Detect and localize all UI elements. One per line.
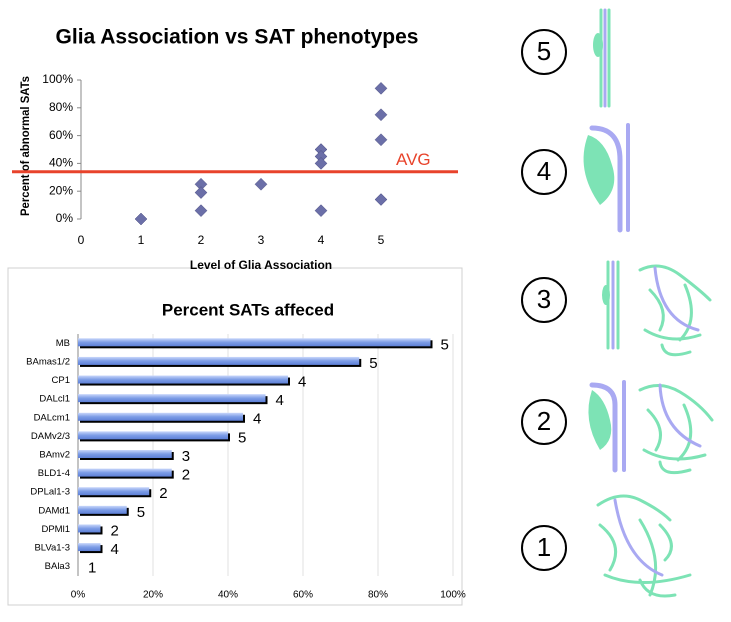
y-tick-label: 0% — [56, 211, 74, 225]
y-axis-label: Percent of abnormal SATs — [18, 76, 32, 216]
y-tick-label: BLVa1-3 — [34, 543, 70, 554]
point — [314, 157, 328, 170]
level-label: 4 — [298, 374, 306, 391]
bar — [78, 412, 243, 421]
y-tick-label: DPLal1-3 — [30, 487, 70, 498]
level-label: 4 — [276, 392, 284, 409]
chart-title: Glia Association vs SAT phenotypes — [56, 26, 419, 49]
point — [314, 204, 328, 218]
y-tick-label: BLD1-4 — [38, 468, 70, 479]
level-number: 5 — [537, 36, 551, 66]
y-tick-label: BAla3 — [45, 561, 70, 572]
level-circle — [521, 525, 567, 571]
level-label: 5 — [369, 355, 377, 372]
y-tick-label: BAmv2 — [39, 450, 70, 461]
level-label: 5 — [137, 504, 145, 521]
level-number: 2 — [537, 406, 551, 436]
reference-label: AVG — [396, 150, 431, 169]
level-circle — [521, 277, 567, 323]
y-tick-label: 40% — [49, 156, 73, 170]
level-label: 2 — [111, 522, 119, 539]
level-label: 5 — [238, 429, 246, 446]
glia-cell — [588, 390, 612, 450]
glia-cell — [583, 135, 615, 205]
glia-line — [599, 8, 611, 108]
y-tick-label: CP1 — [52, 375, 70, 386]
x-tick-label: 0% — [71, 590, 86, 601]
level-label: 3 — [182, 448, 190, 465]
y-tick-label: 20% — [49, 183, 73, 197]
level-label: 5 — [441, 336, 449, 353]
bar — [78, 450, 172, 458]
y-tick-label: DPMl1 — [41, 524, 70, 535]
axon — [589, 382, 618, 473]
bar — [78, 505, 127, 514]
y-tick-label: BAmas1/2 — [26, 356, 70, 367]
y-tick-label: 80% — [49, 100, 73, 114]
bar — [78, 524, 101, 533]
bar — [78, 394, 266, 403]
y-tick-label: 60% — [49, 128, 73, 142]
level-label: 4 — [111, 541, 119, 558]
x-tick-label: 5 — [378, 233, 385, 247]
x-tick-label: 20% — [143, 590, 163, 601]
level-label: 2 — [159, 485, 167, 502]
point — [254, 177, 268, 191]
bar — [78, 375, 288, 384]
bar — [78, 431, 228, 440]
glia-process — [638, 264, 712, 357]
y-tick-label: DALcm1 — [34, 412, 70, 423]
point — [374, 133, 388, 147]
glia-process — [596, 494, 692, 598]
point — [374, 108, 388, 122]
point — [374, 81, 388, 95]
chart-title: Percent SATs affeced — [162, 300, 334, 319]
level-label: 1 — [88, 560, 96, 577]
glia-cell — [602, 285, 610, 305]
x-tick-label: 1 — [138, 233, 145, 247]
bar — [78, 356, 360, 365]
axon — [658, 383, 702, 448]
y-tick-label: DAMd1 — [38, 505, 70, 516]
y-tick-label: MB — [56, 338, 70, 349]
x-tick-label: 40% — [218, 590, 238, 601]
axon — [589, 125, 623, 233]
glia-process — [638, 384, 714, 475]
x-tick-label: 80% — [368, 590, 388, 601]
axon — [613, 498, 664, 577]
y-tick-label: DALcl1 — [39, 394, 70, 405]
y-tick-label: 100% — [42, 72, 73, 86]
level-circle — [521, 399, 567, 445]
x-tick-label: 3 — [258, 233, 265, 247]
bar — [78, 543, 101, 552]
level-label: 4 — [253, 411, 261, 428]
bar — [78, 487, 150, 496]
glia-cell — [593, 33, 603, 57]
x-tick-label: 4 — [318, 233, 325, 247]
x-tick-label: 100% — [440, 590, 466, 601]
level-label: 2 — [182, 467, 190, 484]
glia-line — [606, 260, 620, 350]
x-axis-label: Level of Glia Association — [190, 258, 332, 272]
point — [194, 186, 208, 199]
bar — [78, 468, 172, 477]
axon — [653, 266, 700, 332]
x-tick-label: 0 — [78, 233, 85, 247]
level-number: 4 — [537, 156, 551, 186]
x-tick-label: 60% — [293, 590, 313, 601]
point — [194, 204, 208, 218]
level-number: 1 — [537, 532, 551, 562]
bar — [78, 338, 431, 347]
level-circle — [521, 29, 567, 75]
level-circle — [521, 149, 567, 195]
point — [374, 193, 388, 206]
bar-chart-frame — [7, 267, 463, 606]
y-tick-label: DAMv2/3 — [31, 431, 70, 442]
x-tick-label: 2 — [198, 233, 205, 247]
point — [134, 212, 148, 226]
diagram: 5 4 3 2 1 — [521, 8, 714, 598]
level-number: 3 — [537, 284, 551, 314]
